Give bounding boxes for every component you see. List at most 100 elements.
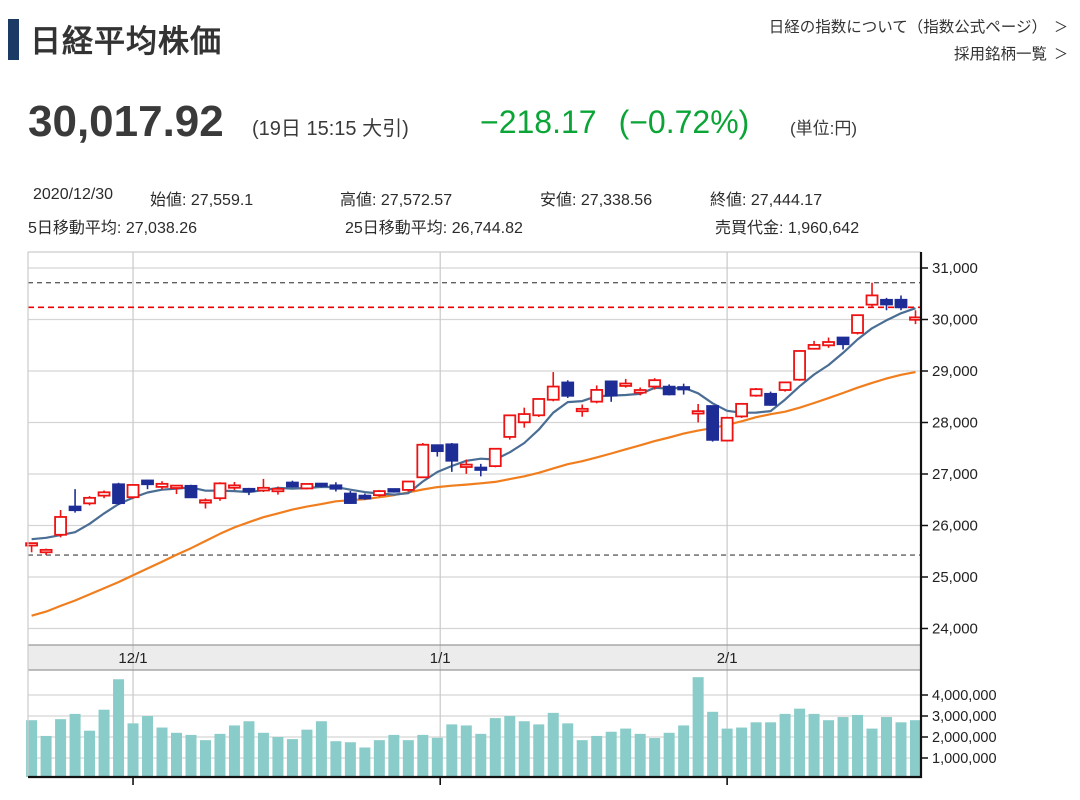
- volume-bar[interactable]: [881, 717, 893, 777]
- candle[interactable]: [97, 490, 111, 499]
- candle[interactable]: [68, 489, 82, 513]
- volume-bar[interactable]: [185, 734, 197, 777]
- candle[interactable]: [83, 496, 96, 506]
- candle[interactable]: [155, 481, 169, 490]
- volume-bar[interactable]: [373, 740, 385, 777]
- volume-bar[interactable]: [823, 720, 835, 777]
- volume-bar[interactable]: [388, 734, 400, 777]
- candle[interactable]: [691, 403, 705, 423]
- candle[interactable]: [228, 481, 241, 490]
- candle[interactable]: [880, 297, 893, 311]
- volume-bar[interactable]: [678, 725, 690, 777]
- volume-bar[interactable]: [142, 716, 154, 777]
- candle[interactable]: [488, 447, 502, 468]
- candle[interactable]: [329, 482, 343, 492]
- candle[interactable]: [590, 385, 604, 404]
- candle[interactable]: [822, 337, 835, 348]
- candle[interactable]: [720, 416, 734, 442]
- volume-bar[interactable]: [55, 719, 67, 777]
- candle[interactable]: [300, 483, 314, 490]
- volume-bar[interactable]: [40, 735, 52, 777]
- candle[interactable]: [459, 459, 473, 474]
- candle[interactable]: [793, 350, 806, 381]
- candle[interactable]: [778, 381, 792, 392]
- volume-bar[interactable]: [243, 721, 255, 777]
- volume-bar[interactable]: [765, 722, 777, 777]
- volume-bar[interactable]: [605, 731, 617, 777]
- candle[interactable]: [54, 510, 67, 538]
- candle[interactable]: [170, 484, 183, 495]
- candle[interactable]: [39, 548, 53, 556]
- volume-bar[interactable]: [634, 733, 646, 777]
- volume-bar[interactable]: [286, 739, 298, 777]
- candle[interactable]: [416, 442, 430, 479]
- volume-bar[interactable]: [663, 732, 675, 777]
- candle[interactable]: [271, 486, 285, 495]
- candle[interactable]: [184, 484, 198, 499]
- volume-bar[interactable]: [98, 709, 110, 777]
- volume-bar[interactable]: [402, 740, 414, 777]
- candle[interactable]: [25, 542, 39, 553]
- volume-bar[interactable]: [417, 734, 429, 777]
- candle[interactable]: [430, 444, 444, 457]
- volume-bar[interactable]: [707, 711, 719, 777]
- candle[interactable]: [126, 484, 140, 499]
- candle[interactable]: [343, 490, 357, 504]
- candle[interactable]: [706, 405, 720, 442]
- volume-bar[interactable]: [344, 742, 356, 777]
- volume-bar[interactable]: [591, 735, 603, 777]
- candle[interactable]: [387, 488, 401, 493]
- volume-bar[interactable]: [852, 714, 864, 777]
- volume-bar[interactable]: [359, 747, 371, 778]
- candle[interactable]: [517, 407, 531, 428]
- volume-bar[interactable]: [272, 737, 284, 777]
- candle[interactable]: [213, 482, 227, 501]
- volume-bar[interactable]: [895, 722, 907, 777]
- volume-bar[interactable]: [649, 738, 661, 777]
- volume-bar[interactable]: [794, 708, 806, 777]
- volume-bar[interactable]: [199, 740, 211, 777]
- volume-bar[interactable]: [431, 737, 443, 777]
- volume-bar[interactable]: [866, 728, 878, 777]
- volume-bar[interactable]: [446, 724, 458, 777]
- volume-bar[interactable]: [779, 713, 791, 777]
- volume-bar[interactable]: [26, 720, 38, 777]
- volume-bar[interactable]: [113, 679, 125, 777]
- candle[interactable]: [561, 380, 575, 398]
- volume-bar[interactable]: [156, 727, 168, 777]
- candle[interactable]: [199, 498, 212, 509]
- volume-bar[interactable]: [228, 725, 240, 777]
- volume-bar[interactable]: [721, 728, 733, 777]
- volume-bar[interactable]: [475, 733, 487, 777]
- candle[interactable]: [865, 282, 879, 307]
- candle[interactable]: [445, 442, 459, 472]
- link-about-index[interactable]: 日経の指数について（指数公式ページ）＞: [768, 19, 1068, 36]
- volume-bar[interactable]: [808, 713, 820, 777]
- candle[interactable]: [909, 310, 922, 325]
- volume-bar[interactable]: [504, 716, 516, 777]
- volume-bar[interactable]: [750, 722, 762, 777]
- volume-bar[interactable]: [736, 727, 748, 777]
- candle[interactable]: [503, 414, 517, 440]
- candle[interactable]: [662, 384, 676, 396]
- candle[interactable]: [764, 391, 777, 406]
- volume-bar[interactable]: [547, 712, 559, 777]
- volume-bar[interactable]: [620, 728, 632, 777]
- candle[interactable]: [604, 380, 618, 402]
- volume-bar[interactable]: [518, 721, 530, 777]
- candle[interactable]: [677, 383, 691, 395]
- volume-bar[interactable]: [171, 732, 182, 777]
- volume-bar[interactable]: [562, 723, 574, 777]
- candle[interactable]: [141, 479, 154, 490]
- candle[interactable]: [546, 372, 560, 402]
- volume-bar[interactable]: [330, 741, 342, 777]
- volume-bar[interactable]: [69, 713, 81, 777]
- volume-bar[interactable]: [692, 677, 704, 777]
- candle[interactable]: [807, 340, 821, 350]
- candle[interactable]: [401, 480, 415, 492]
- candle[interactable]: [242, 487, 256, 496]
- volume-bar[interactable]: [460, 725, 472, 777]
- volume-bar[interactable]: [489, 718, 501, 777]
- volume-bar[interactable]: [127, 723, 139, 777]
